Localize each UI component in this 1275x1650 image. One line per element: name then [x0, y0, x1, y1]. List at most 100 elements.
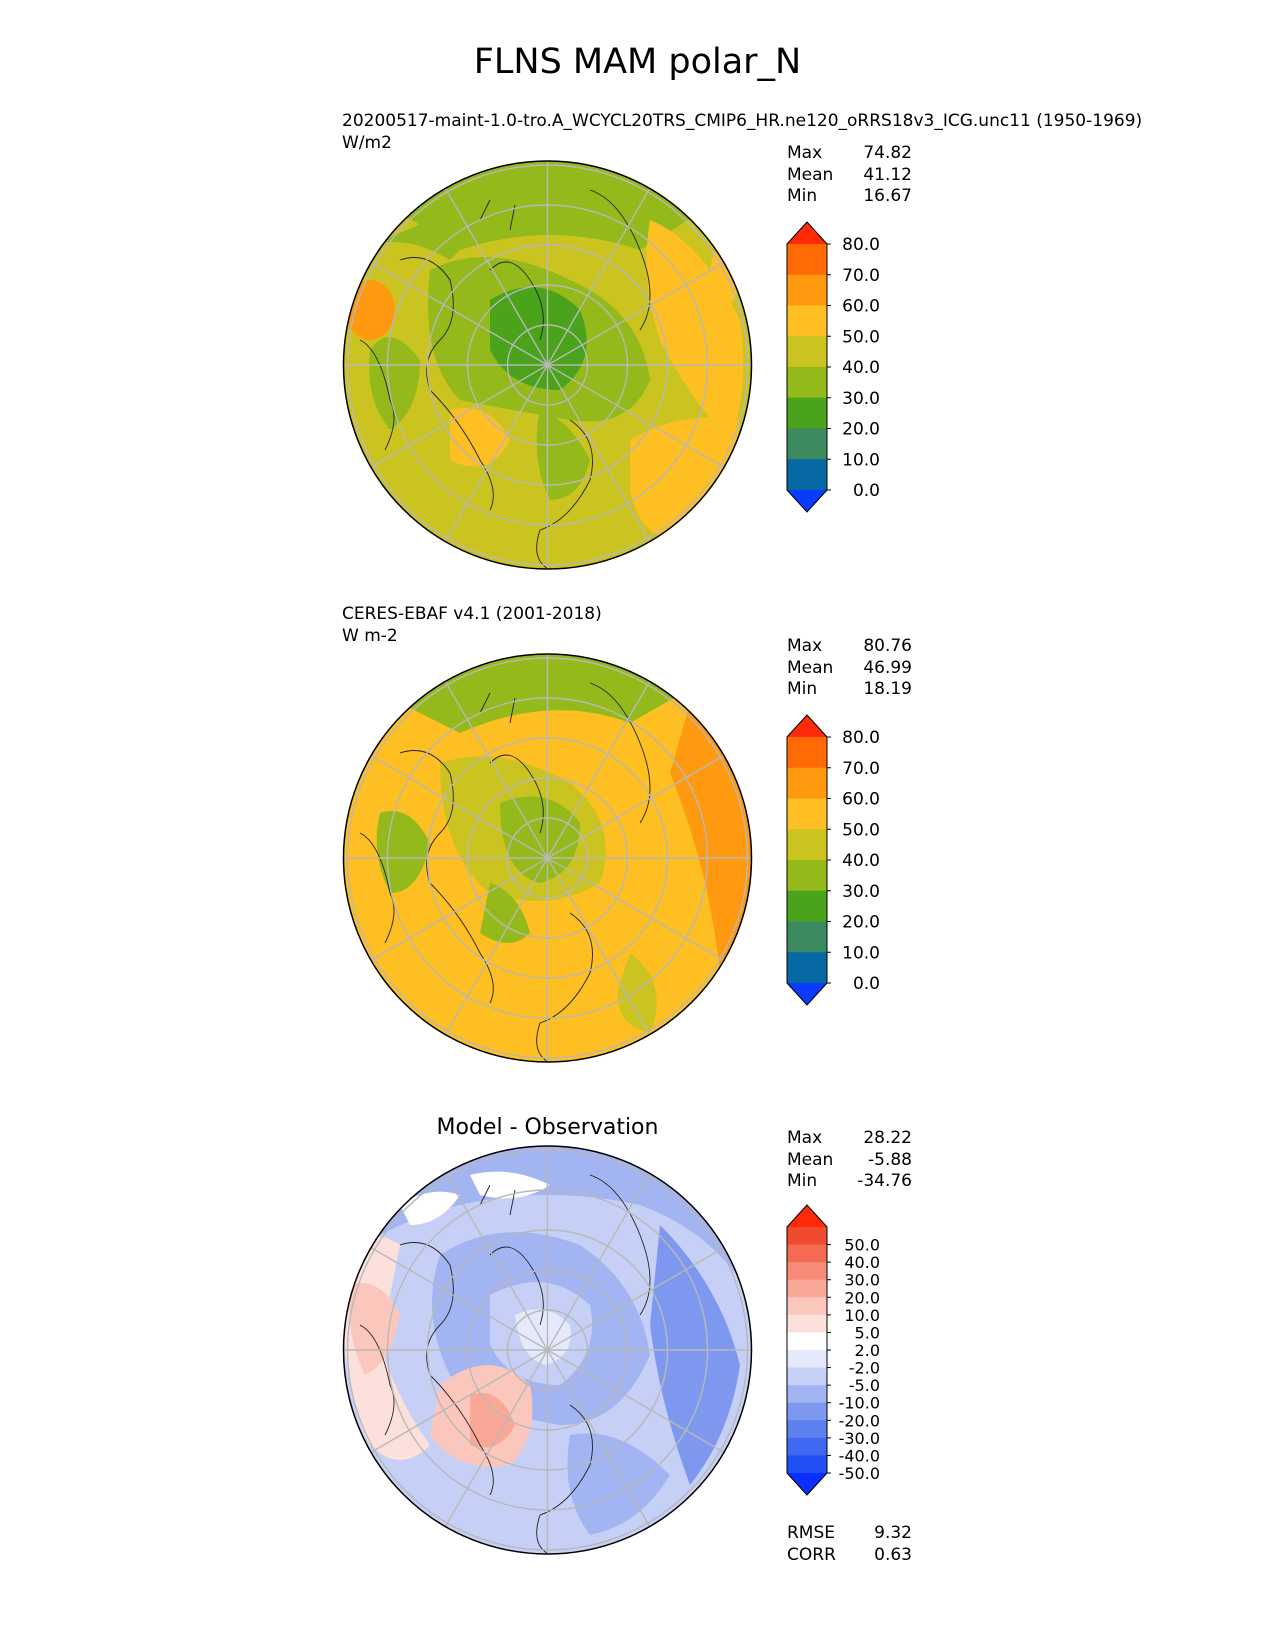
panel-2-colorbar: 0.0 10.0 20.0 30.0 40.0 50.0 60.0 70.0 80.0	[786, 714, 880, 1006]
colorbar-bin	[787, 737, 827, 769]
colorbar-bin	[787, 274, 827, 307]
max-value: 74.82	[863, 143, 912, 163]
colorbar-bin	[787, 1455, 827, 1474]
panel-1-polar-map	[342, 160, 753, 570]
colorbar-extend-min	[787, 490, 827, 512]
colorbar-extend-max	[787, 222, 827, 244]
colorbar-tick-label: 50.0	[842, 327, 880, 347]
colorbar-tick-label: 30.0	[844, 1271, 880, 1290]
panel-1-stats: Max 74.82 Mean 41.12 Min 16.67	[787, 143, 912, 208]
min-label: Min	[787, 679, 818, 699]
colorbar-bin	[787, 860, 827, 892]
colorbar-bin	[787, 1367, 827, 1386]
colorbar-tick-label: 40.0	[844, 1253, 880, 1272]
colorbar-tick-label: -5.0	[849, 1376, 880, 1395]
colorbar-bin	[787, 890, 827, 923]
colorbar-extend-max	[787, 1205, 827, 1227]
colorbar-extend-min	[787, 1473, 827, 1495]
colorbar-tick-label: 10.0	[842, 943, 880, 963]
colorbar-tick-label: 0.0	[853, 481, 880, 501]
colorbar-tick-label: 20.0	[844, 1288, 880, 1307]
colorbar-bin	[787, 1262, 827, 1281]
max-value: 28.22	[863, 1128, 912, 1148]
colorbar-bin	[787, 1350, 827, 1369]
colorbar-tick-label: 30.0	[842, 389, 880, 409]
colorbar-bin	[787, 798, 827, 830]
panel-3-stats: Max 28.22 Mean -5.88 Min -34.76	[787, 1128, 912, 1193]
colorbar-tick-label: 80.0	[842, 728, 880, 748]
colorbar-tick-label: 10.0	[842, 450, 880, 470]
colorbar-extend-min	[787, 983, 827, 1005]
panel-2-stats: Max 80.76 Mean 46.99 Min 18.19	[787, 636, 912, 701]
colorbar-tick-label: -40.0	[839, 1446, 880, 1465]
mean-label: Mean	[787, 164, 834, 185]
colorbar-tick-label: 20.0	[842, 420, 880, 440]
panel-3-metrics: RMSE 9.32 CORR 0.63	[787, 1523, 912, 1566]
max-label: Max	[787, 1128, 823, 1148]
min-value: 18.19	[863, 679, 912, 699]
colorbar-tick-label: -2.0	[849, 1359, 880, 1378]
corr-label: CORR	[787, 1544, 836, 1565]
colorbar-tick-label: 5.0	[855, 1323, 880, 1342]
mean-value: 46.99	[863, 657, 912, 678]
colorbar-tick-label: -30.0	[839, 1429, 880, 1448]
figure-title: FLNS MAM polar_N	[473, 42, 802, 82]
colorbar-bin	[787, 305, 827, 337]
colorbar-tick-label: 40.0	[842, 358, 880, 378]
colorbar-bin	[787, 767, 827, 800]
colorbar-bin	[787, 1385, 827, 1404]
colorbar-bin	[787, 1244, 827, 1263]
panel-2-title: CERES-EBAF v4.1 (2001-2018)	[342, 604, 602, 624]
mean-value: -5.88	[868, 1149, 912, 1170]
panel-3-title: Model - Observation	[436, 1115, 659, 1140]
colorbar-tick-label: 70.0	[842, 759, 880, 779]
panel-1-colorbar: 0.0 10.0 20.0 30.0 40.0 50.0 60.0 70.0 80.0	[786, 221, 880, 513]
colorbar-bin	[787, 1420, 827, 1439]
min-value: -34.76	[857, 1171, 912, 1191]
colorbar-bin	[787, 1279, 827, 1298]
mean-value: 41.12	[863, 164, 912, 185]
mean-label: Mean	[787, 657, 834, 678]
colorbar-tick-label: 60.0	[842, 297, 880, 317]
colorbar-tick-label: 10.0	[844, 1306, 880, 1325]
colorbar-bin	[787, 428, 827, 460]
max-label: Max	[787, 143, 823, 163]
panel-2-polar-map	[342, 653, 753, 1063]
colorbar-bin	[787, 1437, 827, 1457]
panel-3-polar-map	[342, 1145, 753, 1555]
max-value: 80.76	[863, 636, 912, 656]
colorbar-bin	[787, 1297, 827, 1316]
colorbar-bin	[787, 1332, 827, 1351]
rmse-label: RMSE	[787, 1523, 836, 1543]
colorbar-tick-label: -50.0	[839, 1464, 880, 1483]
colorbar-tick-label: 40.0	[842, 851, 880, 871]
colorbar-bin	[787, 952, 827, 984]
colorbar-bin	[787, 1402, 827, 1421]
colorbar-tick-label: 50.0	[842, 820, 880, 840]
colorbar-tick-label: 0.0	[853, 974, 880, 994]
colorbar-bin	[787, 367, 827, 399]
colorbar-tick-label: -10.0	[839, 1394, 880, 1413]
colorbar-bin	[787, 921, 827, 953]
colorbar-tick-label: 30.0	[842, 882, 880, 902]
colorbar-tick-label: -20.0	[839, 1411, 880, 1430]
panel-1-title: 20200517-maint-1.0-tro.A_WCYCL20TRS_CMIP…	[342, 111, 1143, 131]
colorbar-tick-label: 80.0	[842, 235, 880, 255]
mean-label: Mean	[787, 1149, 834, 1170]
colorbar-bin	[787, 1314, 827, 1334]
colorbar-extend-max	[787, 715, 827, 737]
colorbar-bin	[787, 829, 827, 861]
colorbar-tick-label: 60.0	[842, 790, 880, 810]
colorbar-tick-label: 20.0	[842, 913, 880, 933]
min-label: Min	[787, 1171, 818, 1191]
min-value: 16.67	[863, 186, 912, 206]
colorbar-tick-label: 50.0	[844, 1236, 880, 1255]
colorbar-bin	[787, 459, 827, 491]
panel-2-units: W m-2	[342, 626, 398, 646]
panel-3-colorbar: -50.0-40.0-30.0-20.0-10.0-5.0-2.02.05.01…	[786, 1204, 880, 1496]
max-label: Max	[787, 636, 823, 656]
corr-value: 0.63	[874, 1544, 912, 1565]
min-label: Min	[787, 186, 818, 206]
colorbar-bin	[787, 244, 827, 276]
colorbar-tick-label: 70.0	[842, 266, 880, 286]
